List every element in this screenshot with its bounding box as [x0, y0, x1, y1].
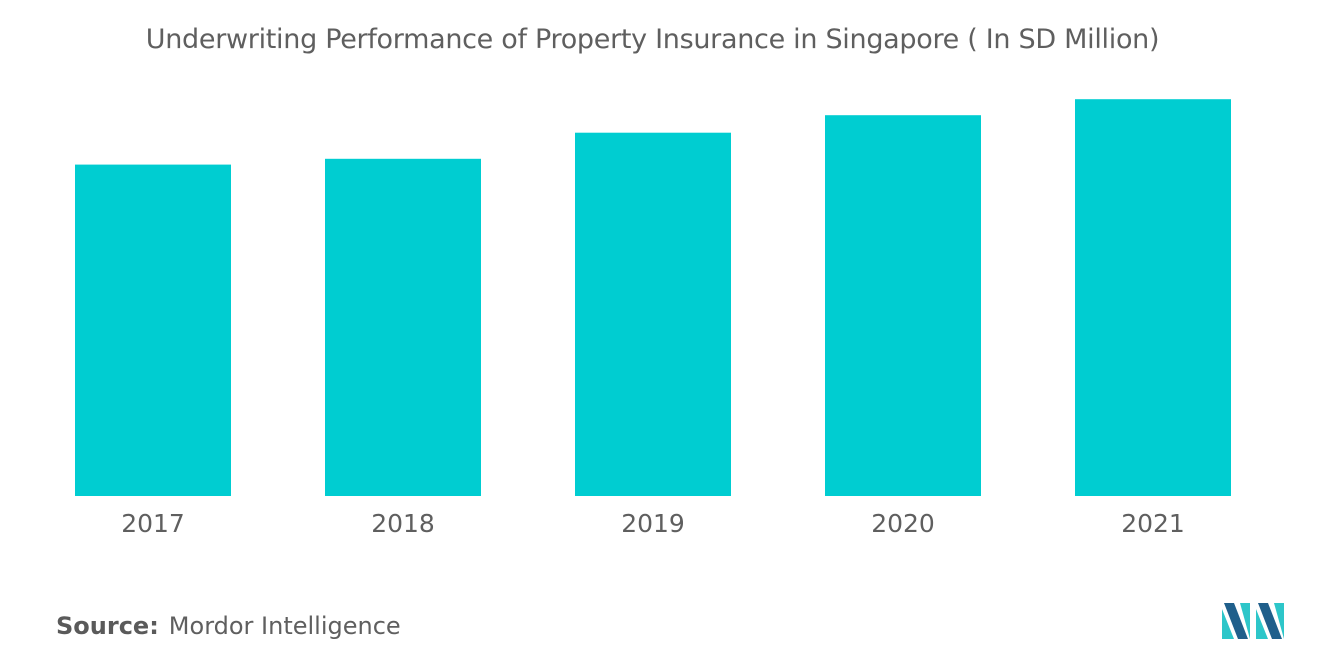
x-tick-label-2019: 2019: [621, 509, 685, 538]
bar-2018: [325, 158, 481, 497]
bar-2019: [575, 132, 731, 496]
bar-2017: [75, 164, 231, 496]
tick-labels-layer: 2017 2018 2019 2020 2021: [121, 509, 1185, 538]
x-tick-label-2021: 2021: [1121, 509, 1185, 538]
mordor-intelligence-logo-icon: [1222, 603, 1284, 639]
bars-layer: [75, 99, 1231, 497]
bar-2020: [825, 115, 981, 496]
source-label: Source:: [56, 612, 159, 640]
chart-plot: 2017 2018 2019 2020 2021: [75, 99, 1231, 538]
chart-title: Underwriting Performance of Property Ins…: [145, 24, 1160, 55]
bar-2021: [1075, 99, 1231, 496]
source-text: Mordor Intelligence: [168, 612, 401, 640]
source-note: Source: Mordor Intelligence: [56, 612, 401, 640]
x-tick-label-2020: 2020: [871, 509, 935, 538]
x-tick-label-2017: 2017: [121, 509, 185, 538]
x-tick-label-2018: 2018: [371, 509, 435, 538]
